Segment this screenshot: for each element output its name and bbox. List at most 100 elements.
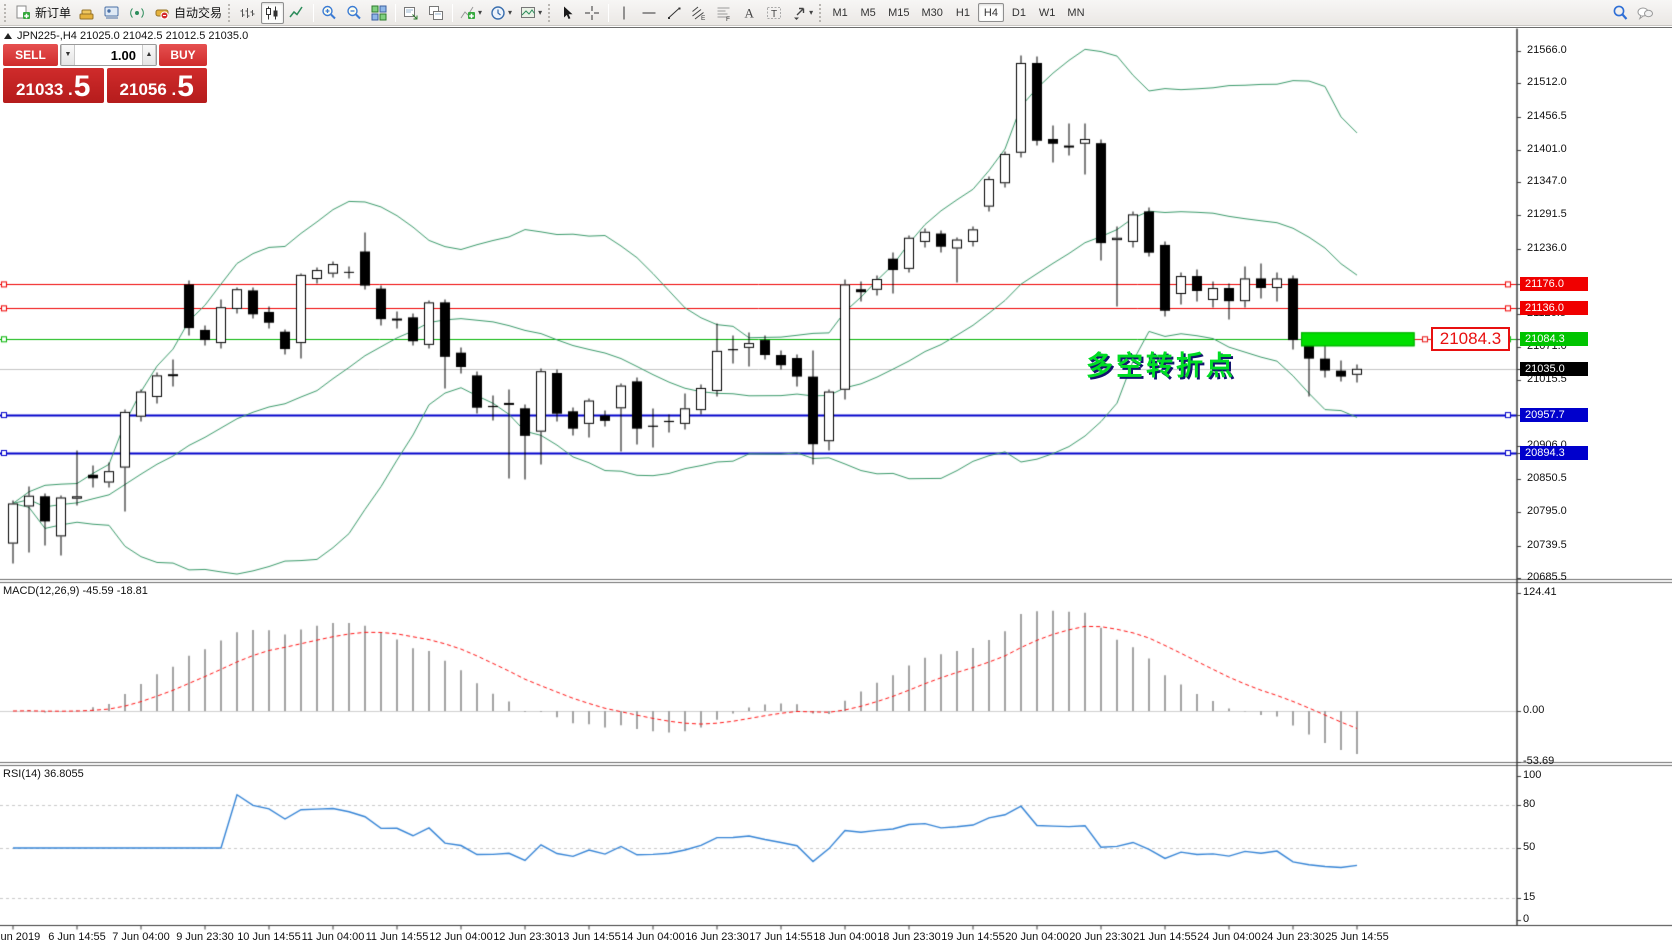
arrange-charts-icon bbox=[404, 6, 418, 19]
svg-text:T: T bbox=[771, 9, 777, 20]
main-toolbar: 新订单 自动交易 ▾ ▾ ▾ E F A T ▾ M1 M5 M15 M30 H1 H4 D1 W1 MN bbox=[0, 0, 1672, 26]
price-tick-label: 21566.0 bbox=[1527, 44, 1567, 56]
arrows-button[interactable]: ▾ bbox=[788, 2, 816, 24]
price-tick-label: 21512.0 bbox=[1527, 76, 1567, 89]
periods-icon bbox=[491, 5, 505, 20]
volume-increase-button[interactable]: ▲ bbox=[142, 45, 156, 65]
tile-windows-button[interactable] bbox=[368, 2, 391, 24]
sell-price-main: 21033 . bbox=[16, 80, 73, 99]
market-watch-button[interactable] bbox=[76, 2, 99, 24]
periods-button[interactable]: ▾ bbox=[487, 2, 515, 24]
buy-price-display[interactable]: 21056 . 5 bbox=[106, 68, 207, 103]
line-chart-button[interactable] bbox=[286, 2, 309, 24]
timeframe-button-M1[interactable]: M1 bbox=[832, 6, 848, 19]
dropdown-caret-icon[interactable]: ▾ bbox=[478, 8, 483, 17]
dropdown-caret-icon[interactable]: ▾ bbox=[508, 8, 513, 17]
indicators-icon bbox=[460, 6, 476, 19]
sell-button[interactable]: SELL bbox=[3, 44, 58, 66]
volume-input[interactable] bbox=[75, 45, 142, 65]
toolbar-separator bbox=[608, 3, 610, 22]
text-label-button[interactable]: T bbox=[763, 2, 786, 24]
rsi-tick-label: 80 bbox=[1523, 797, 1536, 810]
zoom-out-icon bbox=[347, 5, 361, 19]
timeframe-button-D1[interactable]: D1 bbox=[1011, 6, 1026, 19]
data-window-button[interactable] bbox=[101, 2, 124, 24]
price-axis-badge: 21136.0 bbox=[1520, 301, 1588, 316]
crosshair-button[interactable] bbox=[581, 2, 604, 24]
navigator-button[interactable] bbox=[126, 2, 149, 24]
cursor-button[interactable] bbox=[556, 2, 579, 24]
toolbar-grip[interactable] bbox=[548, 3, 553, 22]
cursor-icon bbox=[564, 6, 573, 19]
horizontal-line-icon bbox=[642, 12, 656, 13]
fibonacci-button[interactable]: F bbox=[713, 2, 736, 24]
price-tick-label: 20795.0 bbox=[1527, 505, 1567, 518]
date-axis-label: 7 Jun 04:00 bbox=[112, 931, 170, 943]
price-tag-label[interactable]: 21084.3 bbox=[1431, 327, 1510, 351]
date-axis-label: 19 Jun 14:55 bbox=[941, 931, 1005, 943]
toolbar-grip[interactable] bbox=[4, 3, 9, 22]
autotrading-icon bbox=[155, 9, 169, 19]
dropdown-caret-icon[interactable]: ▾ bbox=[538, 8, 543, 17]
sell-price-display[interactable]: 21033 . 5 bbox=[3, 68, 104, 103]
chat-icon bbox=[1637, 7, 1653, 20]
arrange-charts-button[interactable] bbox=[400, 2, 423, 24]
timeframe-button-M15[interactable]: M15 bbox=[888, 6, 910, 19]
bar-chart-button[interactable] bbox=[236, 2, 259, 24]
vertical-line-button[interactable] bbox=[613, 2, 636, 24]
timeframe-button-W1[interactable]: W1 bbox=[1038, 6, 1056, 19]
text-button[interactable]: A bbox=[738, 2, 761, 24]
date-axis-label: 11 Jun 04:00 bbox=[301, 931, 365, 943]
chat-button[interactable] bbox=[1634, 2, 1657, 24]
templates-icon bbox=[521, 6, 536, 18]
volume-decrease-button[interactable]: ▼ bbox=[61, 45, 75, 65]
timeframe-button-H4[interactable]: H4 bbox=[977, 3, 1004, 22]
date-axis-label: 18 Jun 04:00 bbox=[813, 931, 877, 943]
price-tick-label: 21291.5 bbox=[1527, 208, 1567, 221]
candlestick-button[interactable] bbox=[261, 1, 285, 24]
cascade-charts-icon bbox=[429, 5, 444, 20]
zoom-in-icon bbox=[322, 5, 336, 19]
price-axis-badge: 21176.0 bbox=[1520, 277, 1588, 292]
symbol-expander-icon[interactable] bbox=[4, 33, 12, 39]
buy-button[interactable]: BUY bbox=[159, 44, 207, 66]
macd-tick-label: -53.69 bbox=[1523, 755, 1555, 767]
zoom-in-button[interactable] bbox=[318, 2, 341, 24]
date-axis-label: 12 Jun 04:00 bbox=[429, 931, 493, 943]
autotrading-label: 自动交易 bbox=[174, 6, 223, 20]
dropdown-caret-icon[interactable]: ▾ bbox=[809, 8, 814, 17]
templates-button[interactable]: ▾ bbox=[517, 2, 545, 24]
zoom-out-button[interactable] bbox=[343, 2, 366, 24]
candlestick-icon bbox=[266, 6, 278, 19]
equidistant-channel-button[interactable]: E bbox=[688, 2, 711, 24]
date-axis-label: 21 Jun 14:55 bbox=[1133, 931, 1197, 943]
toolbar-grip[interactable] bbox=[819, 3, 824, 22]
date-axis-label: 14 Jun 04:00 bbox=[621, 931, 685, 943]
indicators-button[interactable]: ▾ bbox=[457, 2, 485, 24]
cascade-charts-button[interactable] bbox=[425, 2, 448, 24]
one-click-trading-panel: SELL ▼ ▲ BUY 21033 . 5 21056 . 5 bbox=[3, 44, 207, 103]
svg-text:F: F bbox=[726, 16, 730, 21]
window-border bbox=[0, 27, 1672, 28]
horizontal-line-button[interactable] bbox=[638, 2, 661, 24]
line-chart-icon bbox=[289, 6, 303, 17]
timeframe-button-M30[interactable]: M30 bbox=[921, 6, 943, 19]
search-button[interactable] bbox=[1609, 2, 1632, 24]
timeframe-button-M5[interactable]: M5 bbox=[860, 6, 876, 19]
new-order-button[interactable]: 新订单 bbox=[12, 2, 74, 24]
trendline-button[interactable] bbox=[663, 2, 686, 24]
chart-symbol-header: JPN225-,H4 21025.0 21042.5 21012.5 21035… bbox=[4, 30, 248, 42]
timeframe-button-MN[interactable]: MN bbox=[1067, 6, 1085, 19]
date-axis-label: 9 Jun 23:30 bbox=[176, 931, 234, 943]
macd-tick-label: 124.41 bbox=[1523, 585, 1557, 598]
rsi-tick-label: 0 bbox=[1523, 913, 1530, 925]
buy-price-frac: 5 bbox=[177, 70, 194, 103]
autotrading-button[interactable]: 自动交易 bbox=[151, 2, 225, 24]
rsi-tick-label: 100 bbox=[1523, 769, 1542, 781]
navigator-icon bbox=[130, 7, 144, 18]
toolbar-grip[interactable] bbox=[228, 3, 233, 22]
chart-text-annotation[interactable]: 多空转折点 bbox=[1086, 351, 1236, 381]
timeframe-button-H1[interactable]: H1 bbox=[955, 6, 970, 19]
